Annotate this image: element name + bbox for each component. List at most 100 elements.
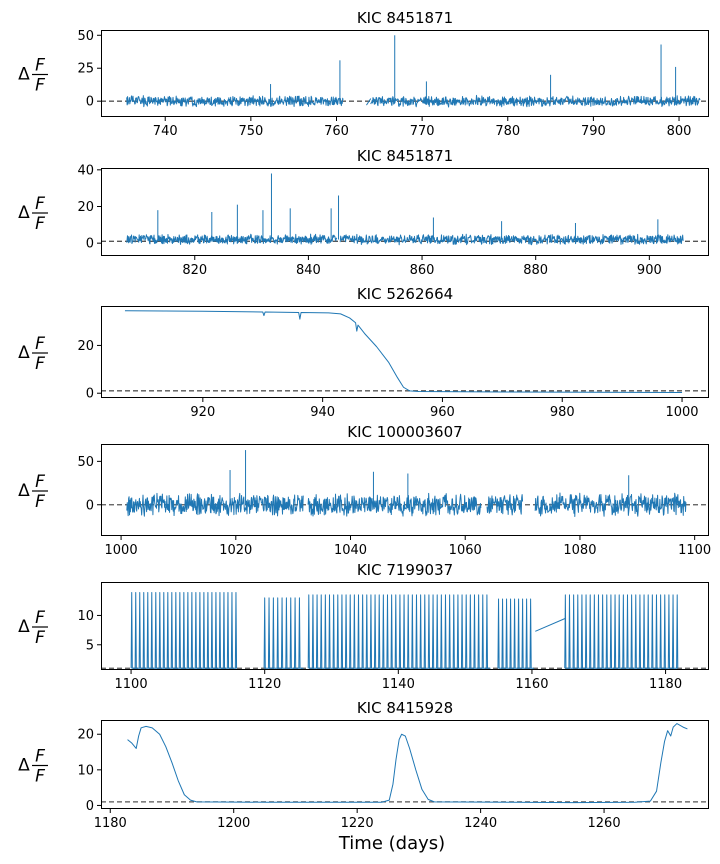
noise-segment-2 xyxy=(370,94,701,108)
y-axis-label: Δ FF xyxy=(18,747,48,787)
x-tick-label: 1240 xyxy=(464,816,497,831)
x-axis-label: Time (days) xyxy=(338,833,445,854)
y-tick-label: 0 xyxy=(86,95,94,110)
y-label-numerator: F xyxy=(35,56,45,76)
x-tick-label: 750 xyxy=(238,124,263,139)
series-line xyxy=(535,617,566,632)
pulse-group-2 xyxy=(263,597,304,669)
pulse-group-5 xyxy=(564,594,679,669)
x-tick-label: 1220 xyxy=(341,816,374,831)
y-label-denominator: F xyxy=(35,354,45,374)
x-tick-label: 1080 xyxy=(563,543,596,558)
y-tick-label: 0 xyxy=(86,799,94,814)
panel-2: KIC 8451871 Δ FF 820 840 860 880 900 0 20 40 xyxy=(18,147,709,278)
x-tick-label: 1060 xyxy=(449,543,482,558)
panel-title: KIC 8451871 xyxy=(357,9,453,27)
noise-segment-1 xyxy=(126,233,338,245)
x-tick-label: 1140 xyxy=(382,677,415,692)
y-tick-label: 10 xyxy=(77,763,94,778)
x-tick-label: 760 xyxy=(324,124,349,139)
y-axis-label: Δ FF xyxy=(18,334,48,374)
x-tick-label: 790 xyxy=(581,124,606,139)
x-tick-label: 860 xyxy=(410,263,435,278)
x-tick-label: 880 xyxy=(523,263,548,278)
x-tick-label: 980 xyxy=(550,405,575,420)
noise-segment-1 xyxy=(126,492,304,517)
x-tick-label: 940 xyxy=(310,405,335,420)
y-label-numerator: F xyxy=(35,472,45,492)
x-tick-label: 800 xyxy=(667,124,692,139)
x-tick-label: 820 xyxy=(182,263,207,278)
x-tick-label: 1180 xyxy=(94,816,127,831)
y-label-delta: Δ xyxy=(18,617,30,637)
y-label-denominator: F xyxy=(35,214,45,234)
x-tick-label: 780 xyxy=(495,124,520,139)
axes-frame xyxy=(101,30,709,117)
y-tick-label: 25 xyxy=(77,62,94,77)
series-group xyxy=(124,310,683,393)
axes-frame xyxy=(101,168,709,256)
noise-segment-3 xyxy=(486,494,524,516)
series-group xyxy=(130,592,679,669)
y-tick-label: 10 xyxy=(77,609,94,624)
y-axis-label: Δ FF xyxy=(18,472,48,512)
y-label-denominator: F xyxy=(35,767,45,787)
y-label-delta: Δ xyxy=(18,203,30,223)
y-axis-label: Δ FF xyxy=(18,194,48,234)
noise-segment-1 xyxy=(126,95,344,108)
y-label-delta: Δ xyxy=(18,343,30,363)
y-label-denominator: F xyxy=(35,492,45,512)
panel-title: KIC 7199037 xyxy=(357,561,453,579)
x-tick-label: 840 xyxy=(296,263,321,278)
x-tick-label: 770 xyxy=(410,124,435,139)
y-axis-label: Δ FF xyxy=(18,608,48,648)
y-axis-label: Δ FF xyxy=(18,56,48,96)
panel-6: KIC 8415928 Δ FF 1180 1200 1220 1240 1260 0 10 20 xyxy=(18,699,709,831)
series-group xyxy=(126,35,701,108)
y-tick-label: 0 xyxy=(86,237,94,252)
y-tick-label: 40 xyxy=(77,163,94,178)
y-tick-label: 0 xyxy=(86,498,94,513)
pulse-group-1 xyxy=(130,592,238,669)
panel-3: KIC 5262664 Δ FF 920 940 960 980 1000 0 20 xyxy=(18,285,709,420)
y-label-numerator: F xyxy=(35,747,45,767)
series-group xyxy=(126,450,687,518)
panel-4: KIC 100003607 Δ FF 1000 1020 1040 1060 1080 1100… xyxy=(18,423,711,558)
y-label-denominator: F xyxy=(35,628,45,648)
y-label-delta: Δ xyxy=(18,65,30,85)
y-label-delta: Δ xyxy=(18,756,30,776)
x-tick-label: 740 xyxy=(153,124,178,139)
x-tick-label: 1200 xyxy=(217,816,250,831)
x-tick-label: 1000 xyxy=(105,543,138,558)
noise-segment-2 xyxy=(307,492,482,517)
x-tick-label: 920 xyxy=(190,405,215,420)
y-tick-label: 20 xyxy=(77,339,94,354)
x-tick-label: 1100 xyxy=(678,543,711,558)
panel-5: KIC 7199037 Δ FF 1100 1120 1140 1160 1180 5 10 xyxy=(18,561,709,692)
x-tick-label: 1040 xyxy=(334,543,367,558)
x-tick-label: 1000 xyxy=(665,405,698,420)
noise-segment-2 xyxy=(339,233,684,246)
x-tick-label: 1020 xyxy=(219,543,252,558)
x-tick-label: 1120 xyxy=(248,677,281,692)
axes-frame xyxy=(101,582,709,670)
series-line xyxy=(127,723,688,804)
axes-frame xyxy=(101,306,709,398)
x-tick-label: 1100 xyxy=(115,677,148,692)
x-tick-label: 960 xyxy=(430,405,455,420)
y-tick-label: 20 xyxy=(77,200,94,215)
x-tick-label: 900 xyxy=(637,263,662,278)
y-label-numerator: F xyxy=(35,194,45,214)
y-label-delta: Δ xyxy=(18,481,30,501)
axes-frame xyxy=(101,720,709,809)
x-tick-label: 1160 xyxy=(515,677,548,692)
y-tick-label: 0 xyxy=(86,387,94,402)
y-tick-label: 50 xyxy=(77,455,94,470)
series-line xyxy=(124,310,683,393)
y-label-numerator: F xyxy=(35,334,45,354)
panel-title: KIC 8415928 xyxy=(357,699,453,717)
x-tick-label: 1180 xyxy=(649,677,682,692)
y-label-denominator: F xyxy=(35,76,45,96)
panel-title: KIC 5262664 xyxy=(357,285,453,303)
